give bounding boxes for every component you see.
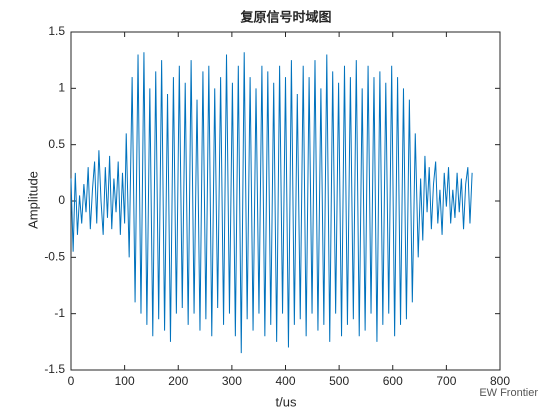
plot-frame xyxy=(70,31,501,371)
y-tick-label: -1.5 xyxy=(44,362,65,376)
x-tick-label: 500 xyxy=(329,374,349,388)
y-tick-label: -1 xyxy=(54,306,65,320)
x-tick-label: 100 xyxy=(115,374,135,388)
y-axis-label: Amplitude xyxy=(25,171,40,229)
x-tick-label: 300 xyxy=(222,374,242,388)
y-tick-label: 1 xyxy=(58,81,65,95)
x-tick-label: 0 xyxy=(68,374,75,388)
x-tick-label: 200 xyxy=(168,374,188,388)
x-tick-label: 800 xyxy=(490,374,510,388)
signal-line xyxy=(70,52,473,354)
chart-title: 复原信号时域图 xyxy=(239,9,331,24)
x-axis-label: t/us xyxy=(276,394,297,409)
x-tick-label: 400 xyxy=(275,374,295,388)
watermark: EW Frontier xyxy=(479,387,538,399)
x-tick-label: 700 xyxy=(436,374,456,388)
y-tick-label: -0.5 xyxy=(44,250,65,264)
y-tick-label: 1.5 xyxy=(48,24,65,38)
x-tick-label: 600 xyxy=(383,374,403,388)
y-tick-label: 0.5 xyxy=(48,137,65,151)
y-tick-label: 0 xyxy=(58,193,65,207)
